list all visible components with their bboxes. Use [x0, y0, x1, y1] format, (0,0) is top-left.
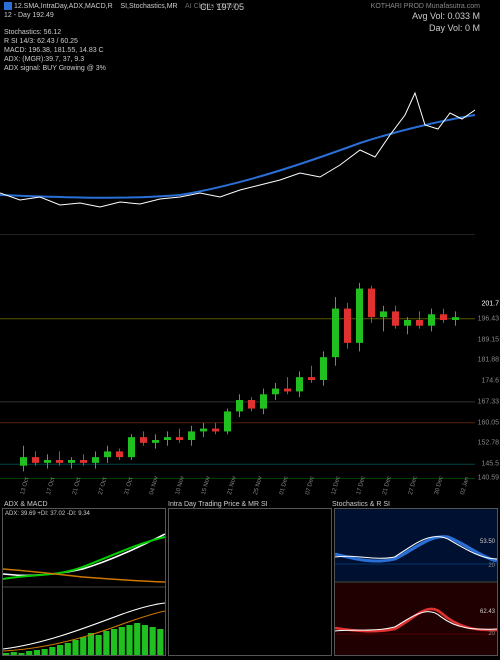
y-axis-label: 189.15: [478, 336, 499, 343]
close-price: CL: 197.05: [200, 2, 244, 14]
adx-reading: ADX: 39.69 +DI: 37.02 -DI: 9.34: [5, 511, 90, 517]
y-axis-label: 201.7: [481, 300, 499, 307]
panel-title: Intra Day Trading Price & MR SI: [168, 501, 332, 508]
info-line: ADX: (MGR):39.7, 37, 9.3: [4, 55, 106, 64]
stochastics-panel: 53.50 20 62.43 20: [334, 508, 498, 656]
x-axis-dates: 13 Oct17 Oct21 Oct27 Oct31 Oct04 Nov10 N…: [0, 482, 475, 502]
rsi-label: 62.43: [480, 609, 495, 615]
legend-label: 12.SMA,IntraDay,ADX,MACD,R: [14, 3, 113, 10]
intraday-panel: [168, 508, 332, 656]
info-line: MACD: 196.38, 181.55, 14.83 C: [4, 46, 106, 55]
price-line-chart: [0, 85, 475, 235]
y-axis-label: 167.33: [478, 398, 499, 405]
y-axis-label: 145.5: [481, 461, 499, 468]
stoch-label: 53.50: [480, 539, 495, 545]
stoch-sub: 20: [488, 563, 495, 569]
y-axis-label: 174.6: [481, 378, 499, 385]
info-line: Stochastics: 56.12: [4, 28, 106, 37]
panel-title: ADX & MACD: [4, 501, 168, 508]
y-axis-label: 181.88: [478, 357, 499, 364]
candlestick-chart: 201.7196.43189.15181.88174.6167.33160.05…: [0, 280, 475, 480]
panel-title: Stochastics & R SI: [332, 501, 496, 508]
ticker-name: KOTHARI PROD Munafasutra.com: [371, 2, 480, 11]
y-axis-label: 196.43: [478, 315, 499, 322]
info-line: ADX signal: BUY Growing @ 3%: [4, 64, 106, 73]
y-axis-label: 140.59: [478, 475, 499, 482]
rsi-sub: 20: [488, 631, 495, 637]
bottom-panels: ADX: 39.69 +DI: 37.02 -DI: 9.34 53.50 20…: [2, 508, 498, 656]
indicator-info: Stochastics: 56.12 R SI 14/3: 62.43 / 60…: [4, 28, 106, 73]
avg-volume: Avg Vol: 0.033 M: [371, 11, 480, 23]
adx-macd-panel: ADX: 39.69 +DI: 37.02 -DI: 9.34: [2, 508, 166, 656]
y-axis-label: 152.78: [478, 440, 499, 447]
chart-header: 12.SMA,IntraDay,ADX,MACD,R SI,Stochastic…: [0, 0, 500, 4]
info-line: R SI 14/3: 62.43 / 60.25: [4, 37, 106, 46]
legend-swatch: [4, 2, 12, 10]
day-volume: Day Vol: 0 M: [371, 23, 480, 35]
legend-label: SI,Stochastics,MR: [120, 3, 177, 10]
y-axis-label: 160.05: [478, 419, 499, 426]
